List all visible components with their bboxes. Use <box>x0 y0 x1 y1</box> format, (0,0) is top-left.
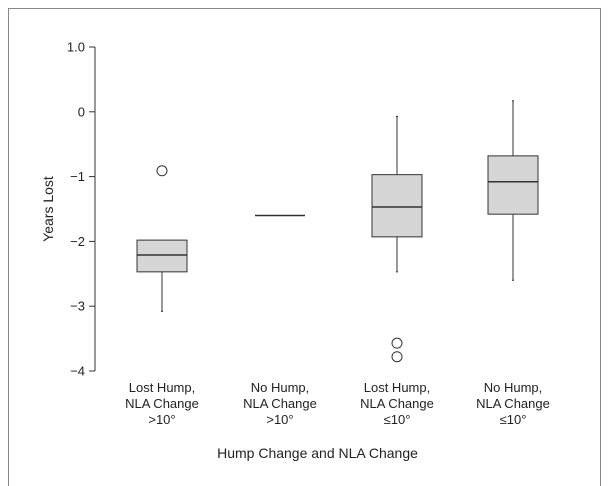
x-category-label: Lost Hump, <box>129 380 195 395</box>
outlier-point <box>391 337 403 349</box>
x-category-label: No Hump, <box>484 380 543 395</box>
y-axis-title: Years Lost <box>40 176 56 242</box>
y-tick-label: −4 <box>70 364 85 379</box>
y-tick-label: −1 <box>70 169 85 184</box>
axes <box>89 46 96 372</box>
chart-frame <box>8 8 601 486</box>
box-iqr <box>487 155 539 215</box>
x-category-label: ≤10° <box>384 412 411 427</box>
x-category-label: Lost Hump, <box>364 380 430 395</box>
x-category-label: NLA Change <box>476 396 550 411</box>
box-iqr <box>371 174 423 238</box>
outlier-point <box>156 165 168 177</box>
box-iqr <box>136 239 188 273</box>
x-category-label: ≤10° <box>500 412 527 427</box>
box-group <box>371 115 423 363</box>
x-category-label: NLA Change <box>125 396 199 411</box>
x-category-label: >10° <box>266 412 293 427</box>
outlier-point <box>391 351 403 363</box>
x-axis-title: Hump Change and NLA Change <box>217 445 418 461</box>
x-category-label: NLA Change <box>243 396 317 411</box>
y-tick-label: −2 <box>70 234 85 249</box>
box-group <box>487 100 539 281</box>
boxes <box>136 100 539 363</box>
x-category-label: No Hump, <box>251 380 310 395</box>
x-category-label: >10° <box>148 412 175 427</box>
x-category-label: NLA Change <box>360 396 434 411</box>
y-tick-label: 0 <box>78 104 85 119</box>
y-tick-label: −3 <box>70 299 85 314</box>
y-tick-label: 1.0 <box>67 40 85 55</box>
box-group <box>136 165 188 312</box>
